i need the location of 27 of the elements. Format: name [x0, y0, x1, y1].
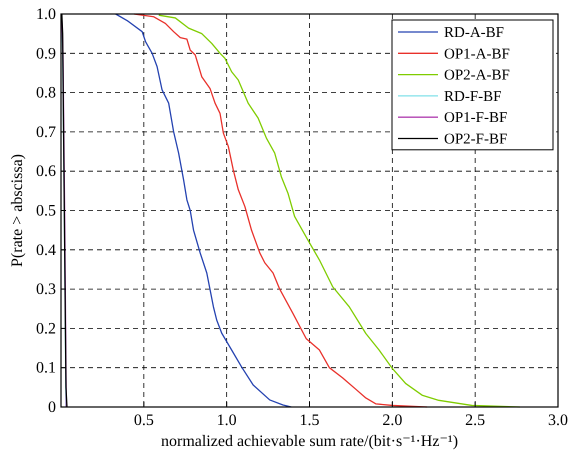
x-tick-label: 1.0 [216, 412, 237, 429]
legend-label: OP1-F-BF [444, 110, 508, 126]
y-tick-label: 0.3 [36, 281, 56, 298]
y-tick-label: 0 [48, 399, 56, 416]
y-tick-label: 0.7 [36, 124, 56, 141]
y-tick-label: 1.0 [36, 6, 56, 23]
y-tick-label: 0.4 [36, 242, 56, 259]
legend-label: RD-F-BF [444, 88, 502, 105]
y-tick-label: 0.9 [36, 45, 56, 62]
x-tick-label: 2.5 [465, 412, 486, 429]
x-tick-label: 0.5 [134, 412, 154, 429]
x-tick-label: 1.5 [300, 412, 320, 429]
y-tick-label: 0.5 [36, 202, 56, 220]
y-tick-label: 0.6 [36, 163, 56, 180]
x-tick-label: 3.0 [548, 412, 568, 429]
legend-label: RD-A-BF [444, 25, 504, 41]
y-tick-label: 0.2 [36, 320, 56, 338]
y-tick-label: 0.8 [36, 84, 56, 102]
line-series [133, 13, 428, 408]
legend-label: OP1-A-BF [444, 46, 510, 62]
y-tick-label: 0.1 [36, 360, 56, 377]
y-axis-title: P(rate > abscissa) [9, 154, 26, 267]
x-tick-label: 2.0 [382, 412, 402, 429]
legend-label: OP2-A-BF [444, 68, 510, 84]
x-axis-title: normalized achievable sum rate/(bit·s⁻¹·Hz⁻¹) [160, 433, 458, 450]
legend-label: OP2-F-BF [444, 132, 508, 148]
line-series [115, 13, 292, 408]
